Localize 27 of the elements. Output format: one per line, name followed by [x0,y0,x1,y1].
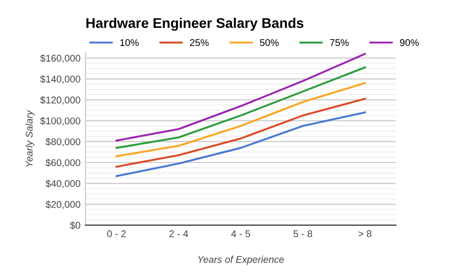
y-tick-label: $140,000 [40,75,80,84]
chart-title: Hardware Engineer Salary Bands [86,18,304,31]
x-axis-title: Years of Experience [198,256,284,265]
y-tick-label: $120,000 [40,96,80,105]
legend-label: 10% [120,39,139,46]
line-series [116,82,366,158]
y-tick-label: $160,000 [40,54,80,63]
line-series [116,52,366,142]
x-tick-label: 0 - 2 [107,230,126,238]
x-tick-label: 2 - 4 [169,230,188,238]
x-tick-label: > 8 [358,230,372,238]
legend-label: 75% [330,39,349,46]
legend-label: 90% [400,39,419,46]
y-tick-label: $0 [70,222,80,230]
legend-label: 50% [260,39,279,46]
legend-label: 25% [190,39,209,46]
line-series [116,111,366,178]
y-axis-title: Yearly Salary [25,110,35,167]
x-tick-label: 5 - 8 [294,230,312,238]
y-tick-label: $60,000 [46,158,80,168]
y-tick-label: $40,000 [46,180,80,188]
y-tick-label: $100,000 [40,117,80,126]
y-tick-label: $20,000 [46,200,80,210]
line-series [116,66,366,149]
x-tick-label: 4 - 5 [231,230,250,238]
y-tick-label: $80,000 [46,138,80,146]
line-series [116,98,366,168]
